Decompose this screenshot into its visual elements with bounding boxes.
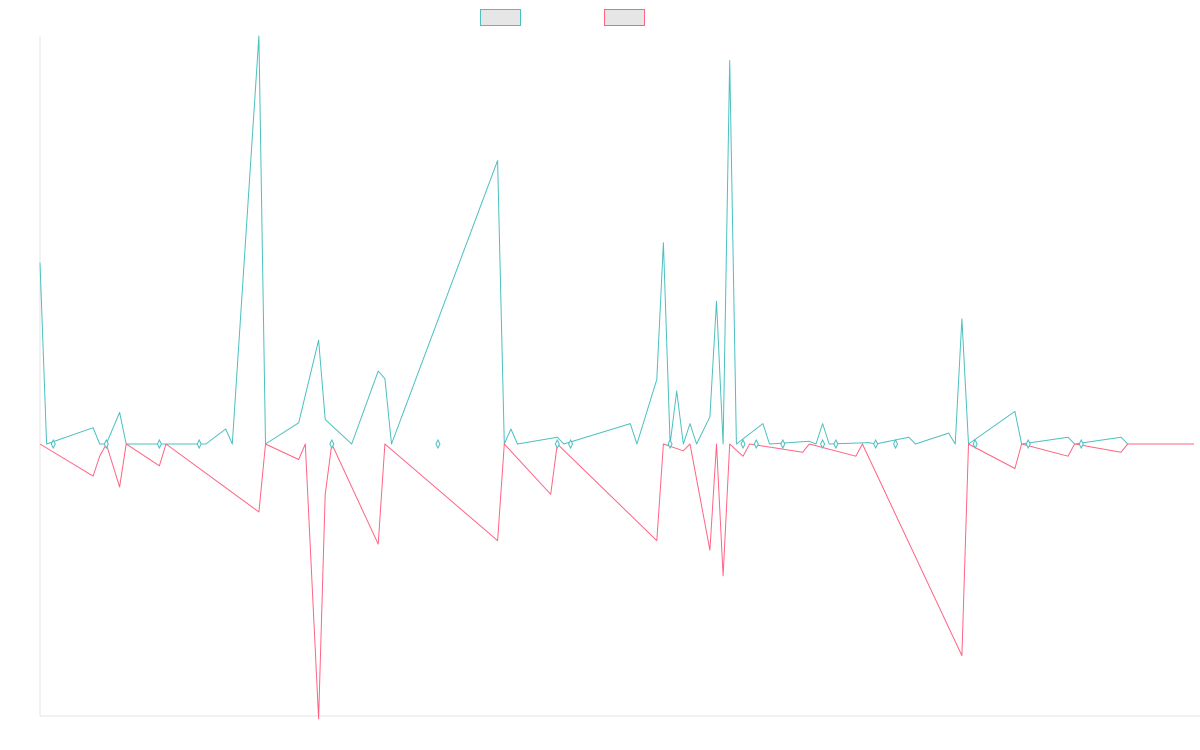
axes <box>39 36 1200 717</box>
point-marker-12 <box>780 438 786 450</box>
legend-swatch-series-1[interactable] <box>480 9 521 26</box>
point-marker-18 <box>1025 438 1031 450</box>
point-marker-8 <box>568 438 574 450</box>
point-marker-1 <box>50 438 56 450</box>
point-marker-2 <box>103 438 109 450</box>
point-marker-19 <box>1078 438 1084 450</box>
point-marker-10 <box>740 438 746 450</box>
series-line-1 <box>39 35 1194 445</box>
point-marker-9 <box>667 438 673 450</box>
point-marker-7 <box>554 438 560 450</box>
series-layer <box>39 35 1194 720</box>
point-marker-3 <box>156 438 162 450</box>
point-marker-5 <box>329 438 335 450</box>
point-marker-17 <box>972 438 978 450</box>
point-marker-13 <box>820 438 826 450</box>
legend-swatch-series-2[interactable] <box>604 9 645 26</box>
series-line-2 <box>39 443 1194 720</box>
point-marker-16 <box>892 438 899 450</box>
point-marker-11 <box>753 438 759 450</box>
legend <box>480 9 645 26</box>
point-marker-4 <box>196 438 202 450</box>
point-marker-15 <box>873 438 879 450</box>
point-marker-14 <box>833 438 839 450</box>
point-marker-6 <box>435 438 441 450</box>
